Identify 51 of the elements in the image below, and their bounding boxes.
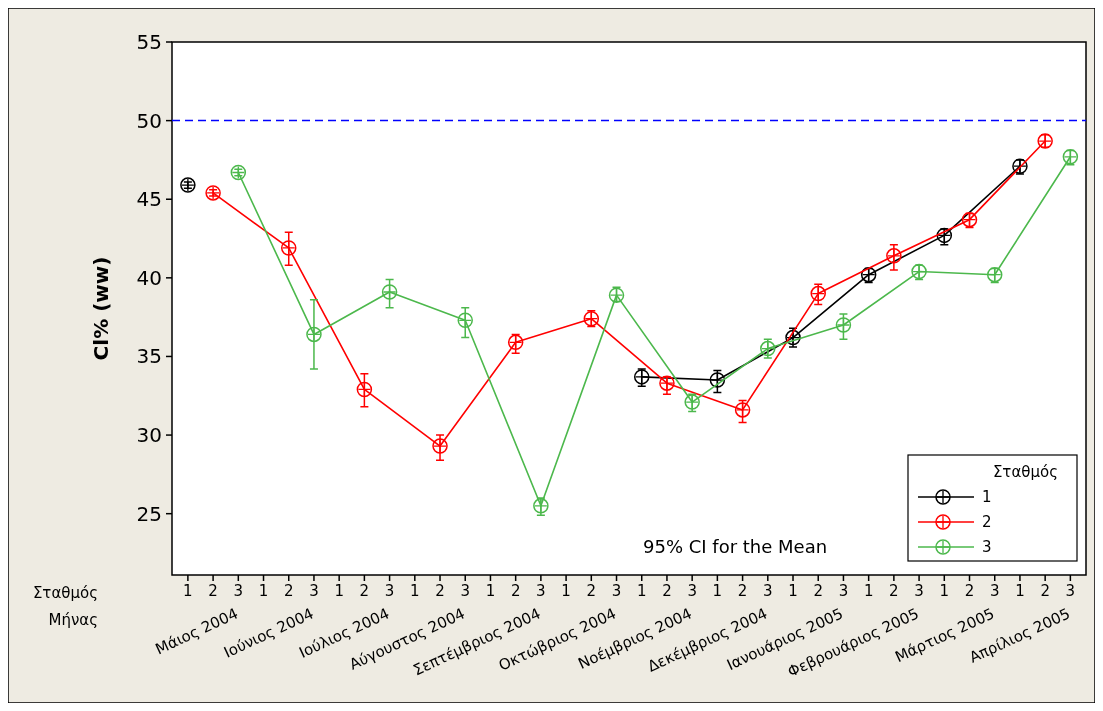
x-tick-label: 2: [283, 582, 294, 600]
legend-label: 1: [982, 488, 992, 506]
x-tick-label: 1: [1015, 582, 1025, 600]
x-tick-label: 1: [410, 582, 420, 600]
y-tick-label: 40: [136, 265, 162, 290]
annotation: 95% CI for the Mean: [643, 536, 828, 557]
x-tick-label: 1: [636, 582, 647, 600]
x-tick-label: 2: [510, 582, 521, 600]
x-tick-label: 2: [964, 582, 975, 600]
x-tick-label: 2: [435, 582, 445, 600]
x-tick-label: 2: [813, 582, 823, 600]
x-tick-label: 3: [1065, 582, 1076, 600]
x-tick-label: 1: [712, 582, 723, 600]
x-tick-label: 2: [1040, 582, 1050, 600]
x-tick-label: 2: [586, 582, 597, 600]
y-tick-label: 55: [136, 30, 162, 54]
y-tick-label: 50: [136, 108, 162, 133]
x-tick-label: 3: [687, 582, 697, 600]
legend-title: Σταθμός: [992, 463, 1058, 481]
x-tick-label: 2: [737, 582, 748, 600]
x-tick-label: 2: [359, 582, 370, 600]
y-tick-label: 30: [136, 423, 162, 448]
x-tick-label: 1: [561, 582, 571, 600]
x-tick-label: 1: [334, 582, 344, 600]
x-tick-label: 2: [208, 582, 218, 600]
y-tick-label: 45: [136, 187, 162, 212]
text: Μήνας: [48, 611, 98, 629]
x-tick-label: 3: [233, 582, 244, 600]
text: Σταθμός: [32, 584, 98, 602]
legend-label: 2: [982, 513, 992, 531]
x-tick-label: 3: [536, 582, 546, 600]
x-tick-label: 3: [309, 582, 319, 600]
x-tick-label: 3: [763, 582, 773, 600]
y-axis-title: Cl% (ww): [89, 256, 113, 361]
x-tick-label: 3: [384, 582, 395, 600]
x-tick-label: 3: [989, 582, 1000, 600]
legend-label: 3: [982, 538, 992, 556]
y-tick-label: 25: [136, 501, 162, 526]
x-tick-label: 1: [183, 582, 193, 600]
x-tick-label: 1: [258, 582, 269, 600]
x-tick-label: 3: [914, 582, 924, 600]
y-tick-label: 35: [136, 344, 162, 369]
x-tick-label: 1: [485, 582, 496, 600]
x-tick-label: 2: [662, 582, 672, 600]
x-tick-label: 3: [611, 582, 622, 600]
x-tick-label: 1: [939, 582, 950, 600]
x-tick-label: 2: [889, 582, 899, 600]
x-tick-label: 1: [788, 582, 798, 600]
x-tick-label: 3: [838, 582, 849, 600]
x-tick-label: 3: [460, 582, 471, 600]
x-tick-label: 1: [863, 582, 874, 600]
